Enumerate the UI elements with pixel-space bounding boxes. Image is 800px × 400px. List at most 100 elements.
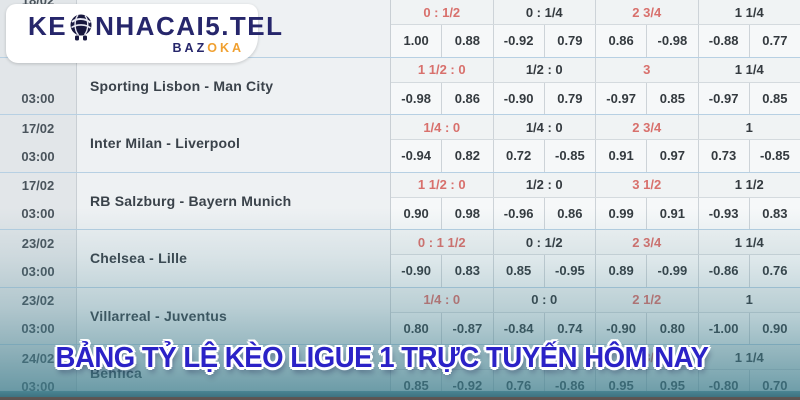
odds-value[interactable]: 0.76: [762, 263, 788, 279]
odds-value[interactable]: -1.00: [699, 312, 750, 344]
odds-value[interactable]: 0.72: [494, 140, 545, 172]
handicap-value: 0 : 1/2: [494, 230, 596, 254]
odds-value[interactable]: 0.83: [442, 255, 494, 287]
odds-area: 0 : 1/2 0 : 1/4 2 3/4 1 1/4 1.00 0.88 -0.92 0.…: [390, 0, 800, 57]
date-cell: 17/02 03:00: [0, 115, 77, 172]
odds-row: 0.80 -0.87 -0.84 0.74 -0.90 0.80 -1.00 0.90: [391, 312, 800, 344]
odds-value[interactable]: -0.85: [760, 148, 790, 164]
odds-value[interactable]: 0.88: [442, 25, 494, 57]
odds-value[interactable]: 0.80: [391, 312, 443, 344]
handicap-row: 0 : 1 1/2 0 : 1/2 2 3/4 1 1/4: [391, 230, 800, 255]
match-name: Chelsea - Lille: [90, 250, 188, 267]
handicap-row: 0 : 1/2 0 : 1/4 2 3/4 1 1/4: [391, 0, 800, 25]
odds-row: -0.98 0.86 -0.90 0.79 -0.97 0.85 -0.97 0.85: [391, 82, 800, 114]
match-name-cell[interactable]: Villarreal - Juventus: [77, 288, 390, 345]
match-time: 03:00: [21, 91, 55, 107]
odds-value[interactable]: 0.90: [391, 197, 443, 229]
odds-value[interactable]: -0.97: [699, 82, 750, 114]
handicap-value: 1/4 : 0: [494, 115, 596, 139]
odds-value[interactable]: 0.86: [545, 197, 596, 229]
handicap-value: 0 : 1/4: [494, 0, 596, 24]
handicap-value: 1 1/4: [734, 62, 764, 77]
odds-value[interactable]: -0.90: [494, 82, 545, 114]
odds-value[interactable]: -0.85: [545, 140, 596, 172]
odds-value[interactable]: 0.85: [494, 255, 545, 287]
handicap-value: 1: [745, 292, 753, 307]
odds-value[interactable]: -0.92: [494, 25, 545, 57]
odds-value[interactable]: 0.86: [442, 82, 494, 114]
odds-value[interactable]: 0.90: [762, 320, 788, 336]
odds-value[interactable]: -0.87: [442, 312, 494, 344]
odds-value[interactable]: -0.86: [699, 255, 750, 287]
date-cell: 23/02 03:00: [0, 287, 77, 344]
handicap-value: 2 1/2: [596, 287, 699, 312]
logo-text-suffix: NHACAI5.TEL: [95, 11, 284, 42]
handicap-value: 1/2 : 0: [494, 172, 596, 197]
match-time: 03:00: [21, 263, 55, 279]
odds-value[interactable]: 0.89: [596, 255, 648, 287]
odds-value[interactable]: 0.82: [442, 140, 494, 172]
match-time: 03:00: [21, 148, 55, 164]
globe-mascot-icon: [68, 13, 94, 41]
odds-value[interactable]: -0.95: [545, 255, 596, 287]
odds-value[interactable]: -0.88: [699, 25, 750, 57]
logo-subtitle: BAZOKA: [28, 42, 244, 55]
odds-row: 1.00 0.88 -0.92 0.79 0.86 -0.98 -0.88 0.77: [391, 25, 800, 57]
odds-value[interactable]: -0.97: [596, 82, 648, 114]
odds-value[interactable]: 0.73: [699, 140, 750, 172]
odds-area: 0 : 1 1/2 0 : 1/2 2 3/4 1 1/4 -0.90 0.83 0.85…: [390, 230, 800, 287]
match-name-cell[interactable]: Sporting Lisbon - Man City: [77, 58, 390, 115]
handicap-value: 2 3/4: [596, 230, 699, 254]
site-logo: KE NHACAI5.TEL: [28, 12, 282, 41]
date-cell: 03:00: [0, 57, 77, 114]
odds-value[interactable]: -0.99: [647, 255, 699, 287]
odds-value[interactable]: -0.93: [699, 197, 750, 229]
logo-subtitle-orange: OKA: [207, 41, 244, 56]
odds-value[interactable]: -0.84: [494, 312, 545, 344]
match-time: 03:00: [21, 321, 55, 337]
match-name-cell[interactable]: Inter Milan - Liverpool: [77, 115, 390, 172]
odds-value[interactable]: 0.79: [545, 25, 596, 57]
odds-value[interactable]: 0.97: [647, 140, 699, 172]
handicap-value: 1 1/4: [734, 4, 764, 20]
odds-value[interactable]: 0.79: [545, 82, 596, 114]
odds-value[interactable]: 0.85: [762, 90, 788, 106]
handicap-value: 1/2 : 0: [494, 57, 596, 82]
handicap-value: 1 1/2 : 0: [391, 172, 494, 197]
odds-value[interactable]: -0.94: [391, 140, 443, 172]
odds-value[interactable]: 0.86: [596, 25, 648, 57]
odds-value[interactable]: 0.91: [647, 197, 699, 229]
odds-value[interactable]: -0.98: [391, 82, 443, 114]
odds-value[interactable]: 0.99: [596, 197, 648, 229]
odds-value[interactable]: 0.74: [545, 312, 596, 344]
handicap-value: 1 1/4: [734, 234, 764, 250]
odds-value[interactable]: 0.80: [647, 312, 699, 344]
odds-value[interactable]: 0.98: [442, 197, 494, 229]
site-logo-card[interactable]: KE NHACAI5.TEL BAZOKA: [6, 4, 282, 63]
odds-value[interactable]: 0.85: [647, 82, 699, 114]
odds-value[interactable]: -0.98: [647, 25, 699, 57]
match-name-cell[interactable]: RB Salzburg - Bayern Munich: [77, 173, 390, 230]
match-date: 23/02: [21, 293, 55, 308]
match-name-cell[interactable]: Chelsea - Lille: [77, 230, 390, 287]
odds-value[interactable]: -0.90: [391, 255, 443, 287]
handicap-value: 1 1/2 : 0: [391, 57, 494, 82]
date-cell: 17/02 03:00: [0, 172, 77, 229]
odds-value[interactable]: -0.96: [494, 197, 545, 229]
match-row: 23/02 03:00 Villarreal - Juventus 1/4 : …: [0, 287, 800, 345]
odds-value[interactable]: 0.91: [596, 140, 648, 172]
odds-value[interactable]: 0.83: [762, 205, 788, 221]
match-row: 17/02 03:00 RB Salzburg - Bayern Munich …: [0, 172, 800, 230]
handicap-value: 2 3/4: [596, 115, 699, 139]
odds-value[interactable]: 1.00: [391, 25, 443, 57]
odds-row: -0.90 0.83 0.85 -0.95 0.89 -0.99 -0.86 0.76: [391, 255, 800, 287]
handicap-value: 0 : 1 1/2: [391, 230, 494, 254]
odds-value[interactable]: -0.90: [596, 312, 648, 344]
odds-value[interactable]: 0.77: [762, 33, 788, 49]
